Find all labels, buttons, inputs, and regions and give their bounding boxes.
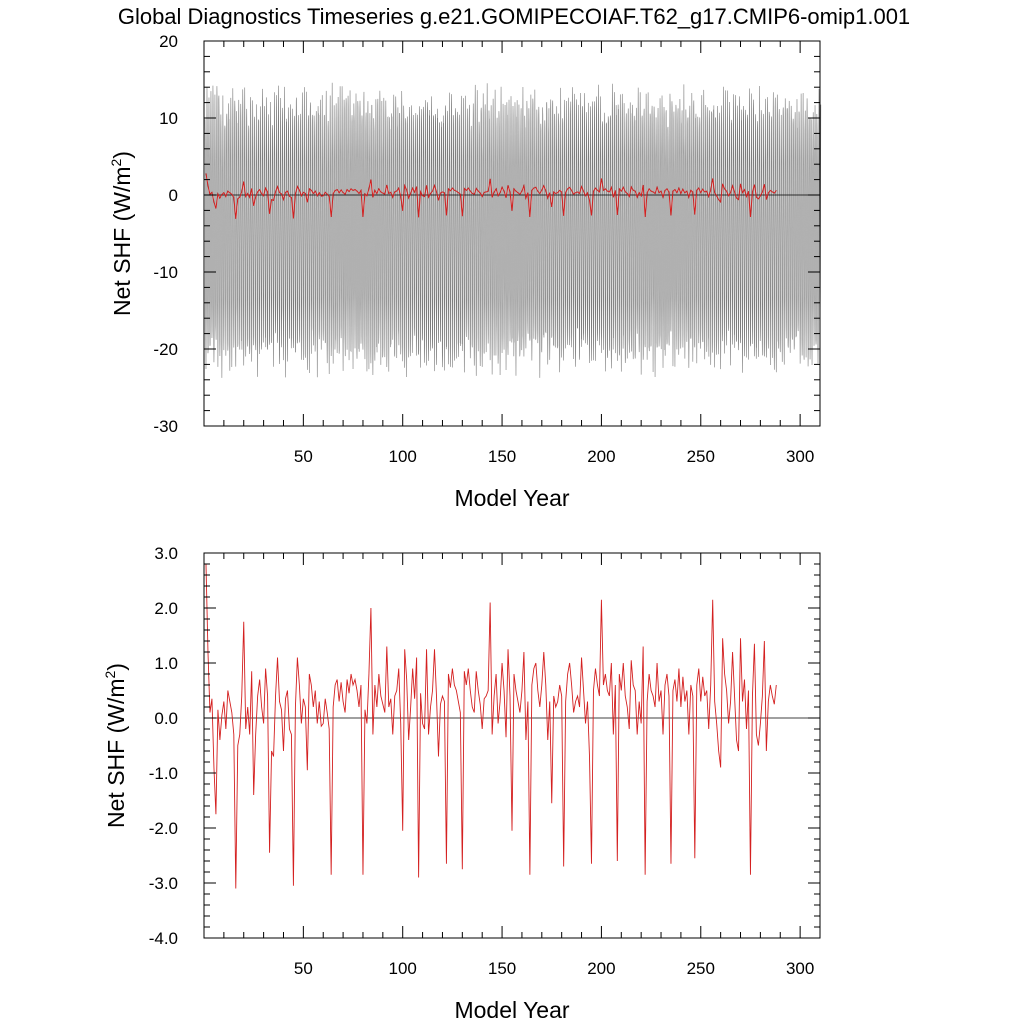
x-tick-label: 300 <box>786 959 814 978</box>
x-tick-label: 100 <box>389 959 417 978</box>
x-tick-label: 100 <box>389 447 417 466</box>
bottom-panel: 50 100 150 200 250 300 -4.0 -3.0 -2.0 -1.0 0.0 1.0… <box>102 544 821 1023</box>
y-tick-label: -4.0 <box>149 929 178 948</box>
top-monthly-series <box>204 82 822 378</box>
y-tick-label: 3.0 <box>154 544 178 563</box>
y-tick-label: 1.0 <box>154 654 178 673</box>
x-tick-label: 50 <box>294 447 313 466</box>
bottom-annual-series <box>205 563 777 889</box>
top-x-tick-labels: 50 100 150 200 250 300 <box>294 447 814 466</box>
y-tick-label: 2.0 <box>154 599 178 618</box>
bottom-plot-frame <box>203 552 821 939</box>
top-x-axis-label: Model Year <box>454 485 569 511</box>
y-tick-label: -20 <box>153 340 178 359</box>
y-tick-label: -3.0 <box>149 874 178 893</box>
x-tick-label: 200 <box>587 447 615 466</box>
bottom-x-axis-label: Model Year <box>454 997 569 1023</box>
x-tick-label: 200 <box>587 959 615 978</box>
x-tick-label: 250 <box>687 447 715 466</box>
bottom-axis-ticks <box>204 552 820 939</box>
annual-series-line <box>205 563 777 889</box>
bottom-y-axis-label: Net SHF (W/m2) <box>102 663 129 828</box>
y-tick-label: -10 <box>153 263 178 282</box>
x-tick-label: 50 <box>294 959 313 978</box>
y-tick-label: 0 <box>169 186 178 205</box>
x-tick-label: 300 <box>786 447 814 466</box>
top-panel: 50 100 150 200 250 300 -30 -20 -10 0 10 20 Model Y… <box>108 32 822 511</box>
x-tick-label: 250 <box>687 959 715 978</box>
y-tick-label: 20 <box>159 32 178 51</box>
y-tick-label: -2.0 <box>149 819 178 838</box>
top-plot-frame <box>203 40 821 427</box>
figure-title: Global Diagnostics Timeseries g.e21.GOMI… <box>118 4 910 29</box>
x-tick-label: 150 <box>488 959 516 978</box>
y-tick-label: 0.0 <box>154 709 178 728</box>
top-y-axis-label: Net SHF (W/m2) <box>108 151 135 316</box>
annual-series-line <box>205 173 777 219</box>
y-tick-label: -30 <box>153 417 178 436</box>
top-y-tick-labels: -30 -20 -10 0 10 20 <box>153 32 178 436</box>
top-axis-ticks <box>204 40 820 427</box>
bottom-y-tick-labels: -4.0 -3.0 -2.0 -1.0 0.0 1.0 2.0 3.0 <box>149 544 178 948</box>
y-tick-label: 10 <box>159 109 178 128</box>
monthly-series-line <box>204 82 822 378</box>
top-annual-series <box>205 173 777 219</box>
y-tick-label: -1.0 <box>149 764 178 783</box>
x-tick-label: 150 <box>488 447 516 466</box>
bottom-x-tick-labels: 50 100 150 200 250 300 <box>294 959 814 978</box>
